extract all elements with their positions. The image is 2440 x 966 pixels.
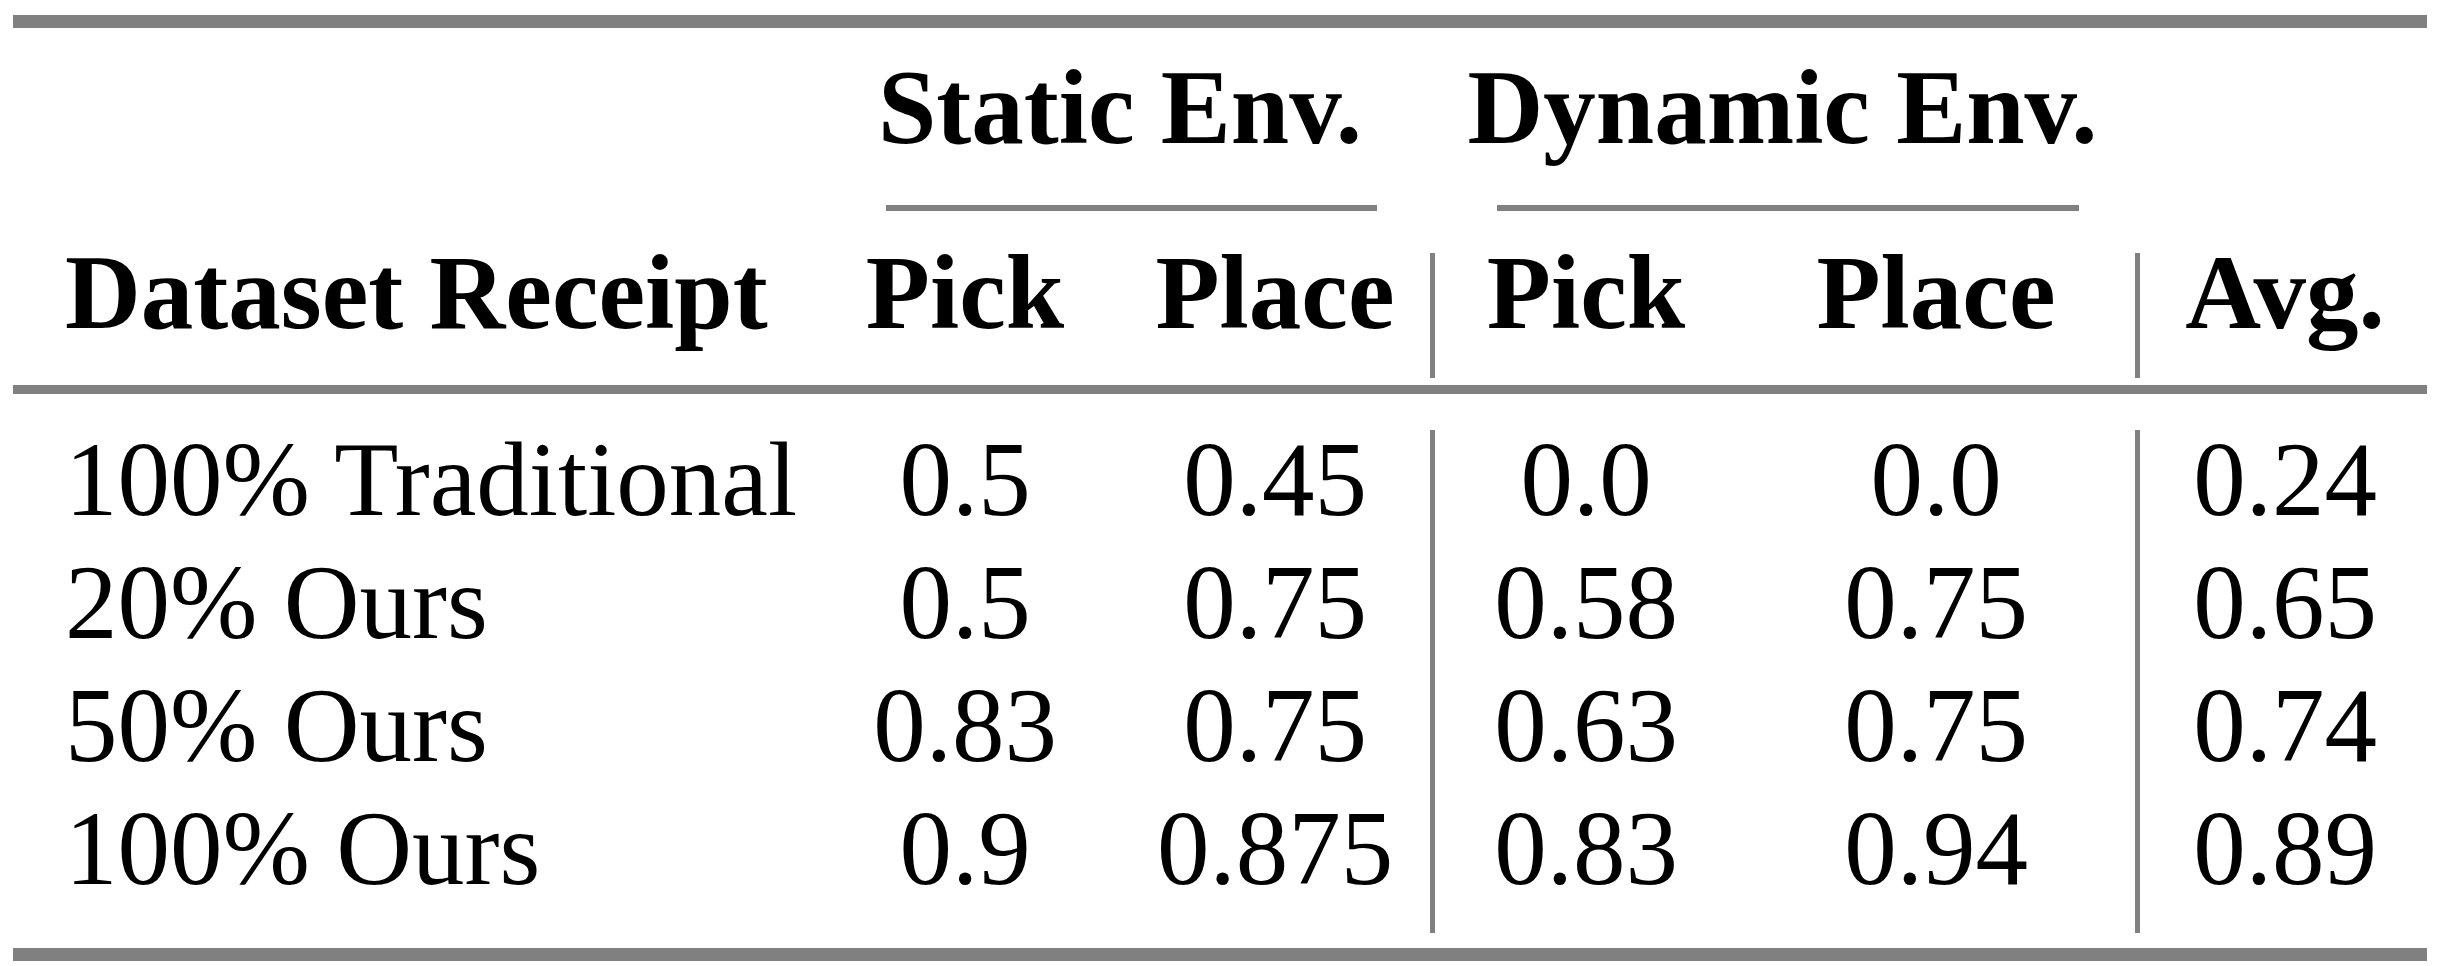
table-row: 100% Ours 0.9 0.875 0.83 0.94 0.89 bbox=[0, 787, 2440, 910]
table-row: 100% Traditional 0.5 0.45 0.0 0.0 0.24 bbox=[0, 418, 2440, 541]
cell-static-pick: 0.9 bbox=[810, 796, 1120, 901]
header-static-pick: Pick bbox=[810, 240, 1120, 345]
cell-dynamic-place: 0.75 bbox=[1742, 550, 2130, 655]
row-label: 50% Ours bbox=[0, 673, 810, 778]
cell-avg: 0.74 bbox=[2130, 673, 2440, 778]
cell-dynamic-place: 0.0 bbox=[1742, 427, 2130, 532]
cell-static-place: 0.45 bbox=[1120, 427, 1430, 532]
cell-avg: 0.65 bbox=[2130, 550, 2440, 655]
row-label: 100% Traditional bbox=[0, 427, 810, 532]
cell-static-pick: 0.5 bbox=[810, 427, 1120, 532]
header-avg: Avg. bbox=[2130, 240, 2440, 345]
table-top-rule bbox=[13, 15, 2427, 28]
cell-static-pick: 0.5 bbox=[810, 550, 1120, 655]
static-env-underline bbox=[886, 205, 1377, 211]
cell-dynamic-place: 0.94 bbox=[1742, 796, 2130, 901]
cell-dynamic-pick: 0.83 bbox=[1430, 796, 1742, 901]
table-body: 100% Traditional 0.5 0.45 0.0 0.0 0.24 2… bbox=[0, 418, 2440, 910]
cell-static-place: 0.75 bbox=[1120, 673, 1430, 778]
cell-dynamic-pick: 0.0 bbox=[1430, 427, 1742, 532]
table-row: 20% Ours 0.5 0.75 0.58 0.75 0.65 bbox=[0, 541, 2440, 664]
row-label: 20% Ours bbox=[0, 550, 810, 655]
table-row: 50% Ours 0.83 0.75 0.63 0.75 0.74 bbox=[0, 664, 2440, 787]
column-group-static-env: Static Env. bbox=[810, 55, 1430, 160]
row-label: 100% Ours bbox=[0, 796, 810, 901]
cell-static-place: 0.75 bbox=[1120, 550, 1430, 655]
cell-static-place: 0.875 bbox=[1120, 796, 1430, 901]
header-static-place: Place bbox=[1120, 240, 1430, 345]
header-dataset-receipt: Dataset Receipt bbox=[0, 240, 810, 345]
table-bottom-rule bbox=[13, 948, 2427, 961]
cell-avg: 0.89 bbox=[2130, 796, 2440, 901]
cell-dynamic-place: 0.75 bbox=[1742, 673, 2130, 778]
table-header-row: Dataset Receipt Pick Place Pick Place Av… bbox=[0, 240, 2440, 345]
header-dynamic-place: Place bbox=[1742, 240, 2130, 345]
results-table: Static Env. Dynamic Env. Dataset Receipt… bbox=[0, 0, 2440, 966]
cell-static-pick: 0.83 bbox=[810, 673, 1120, 778]
dynamic-env-underline bbox=[1497, 205, 2079, 211]
header-dynamic-pick: Pick bbox=[1430, 240, 1742, 345]
cell-dynamic-pick: 0.63 bbox=[1430, 673, 1742, 778]
column-group-dynamic-env: Dynamic Env. bbox=[1430, 55, 2135, 160]
table-mid-rule bbox=[13, 385, 2427, 394]
cell-avg: 0.24 bbox=[2130, 427, 2440, 532]
cell-dynamic-pick: 0.58 bbox=[1430, 550, 1742, 655]
